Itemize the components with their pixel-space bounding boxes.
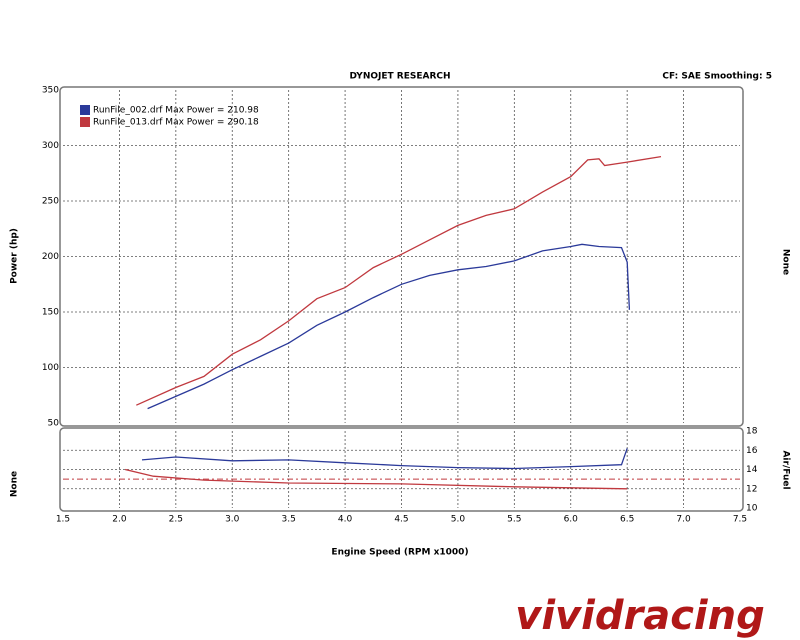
legend-swatch bbox=[80, 117, 90, 127]
power-panel bbox=[59, 86, 744, 427]
x-tick-label: 3.5 bbox=[282, 515, 296, 525]
y-tick-label: 300 bbox=[42, 141, 59, 151]
afr-panel bbox=[59, 427, 744, 512]
legend-label: RunFile_002.drf Max Power = 210.98 bbox=[93, 106, 259, 116]
x-tick-label: 5.0 bbox=[451, 515, 466, 525]
y-axis-label: None bbox=[10, 471, 20, 497]
x-tick-label: 7.0 bbox=[676, 515, 691, 525]
x-tick-label: 2.0 bbox=[112, 515, 127, 525]
y-tick-label: 200 bbox=[42, 252, 59, 262]
legend-swatch bbox=[80, 105, 90, 115]
x-tick-label: 7.5 bbox=[733, 515, 747, 525]
data-line bbox=[124, 468, 628, 490]
chart-title: DYNOJET RESEARCH bbox=[349, 72, 450, 82]
x-tick-label: 4.0 bbox=[338, 515, 353, 525]
y2-tick-label: 14 bbox=[746, 465, 758, 475]
x-tick-label: 5.5 bbox=[507, 515, 521, 525]
data-line bbox=[147, 243, 631, 410]
y-tick-label: 150 bbox=[42, 308, 59, 318]
chart-subtitle: CF: SAE Smoothing: 5 bbox=[662, 72, 772, 82]
y2-tick-label: 18 bbox=[746, 427, 758, 437]
data-line bbox=[141, 448, 628, 470]
y-tick-label: 50 bbox=[48, 419, 60, 429]
y-tick-label: 100 bbox=[42, 363, 59, 373]
x-tick-label: 6.5 bbox=[620, 515, 634, 525]
x-tick-label: 2.5 bbox=[169, 515, 183, 525]
legend-label: RunFile_013.drf Max Power = 290.18 bbox=[93, 118, 259, 128]
x-tick-label: 3.0 bbox=[225, 515, 240, 525]
y2-axis-label: Air/Fuel bbox=[781, 450, 791, 489]
x-tick-label: 1.5 bbox=[56, 515, 70, 525]
data-line bbox=[136, 155, 662, 406]
y2-tick-label: 10 bbox=[746, 504, 758, 514]
y-axis-label: Power (hp) bbox=[10, 228, 20, 284]
x-tick-label: 4.5 bbox=[394, 515, 408, 525]
x-tick-label: 6.0 bbox=[564, 515, 579, 525]
y2-tick-label: 16 bbox=[746, 446, 758, 456]
y2-axis-label: None bbox=[781, 249, 791, 275]
y-tick-label: 250 bbox=[42, 197, 59, 207]
watermark: vividracing bbox=[515, 593, 764, 639]
y-tick-label: 350 bbox=[42, 86, 59, 96]
y2-tick-label: 12 bbox=[746, 484, 757, 494]
x-axis-label: Engine Speed (RPM x1000) bbox=[331, 548, 468, 558]
